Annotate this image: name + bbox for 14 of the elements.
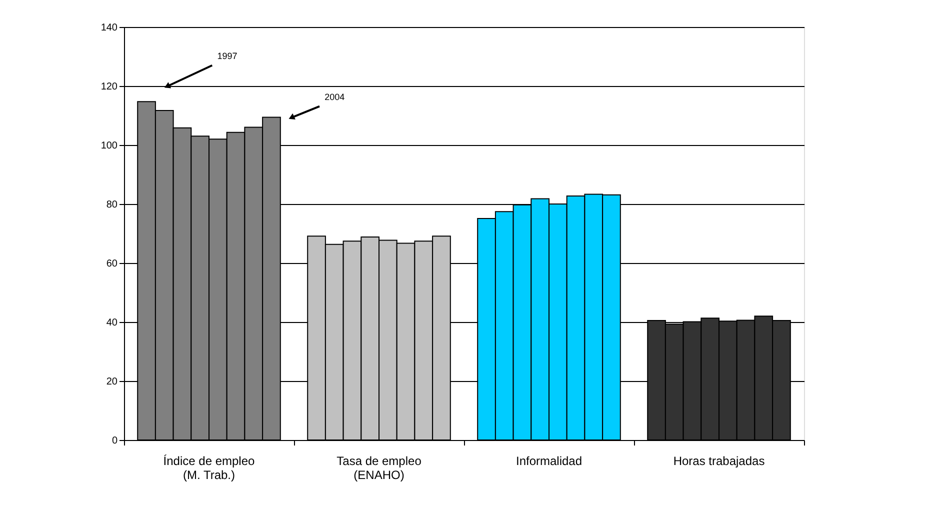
- y-tick-label: 80: [106, 200, 118, 210]
- x-tick-label: Horas trabajadas: [673, 454, 765, 468]
- x-tick-label: Tasa de empleo (ENAHO): [336, 454, 422, 482]
- y-tick-label: 40: [106, 318, 118, 328]
- annotation: 1997: [217, 50, 238, 61]
- annotation: 2004: [324, 92, 345, 102]
- y-tick-label: 0: [112, 436, 118, 446]
- x-tick-label: Informalidad: [516, 454, 582, 468]
- x-tick-label: Índice de empleo (M. Trab.): [163, 454, 256, 482]
- y-tick-label: 120: [100, 82, 118, 92]
- y-tick-label: 20: [106, 376, 118, 388]
- y-tick-label: 100: [100, 140, 118, 152]
- y-tick-label: 60: [106, 258, 118, 270]
- y-tick-label: 140: [100, 22, 118, 34]
